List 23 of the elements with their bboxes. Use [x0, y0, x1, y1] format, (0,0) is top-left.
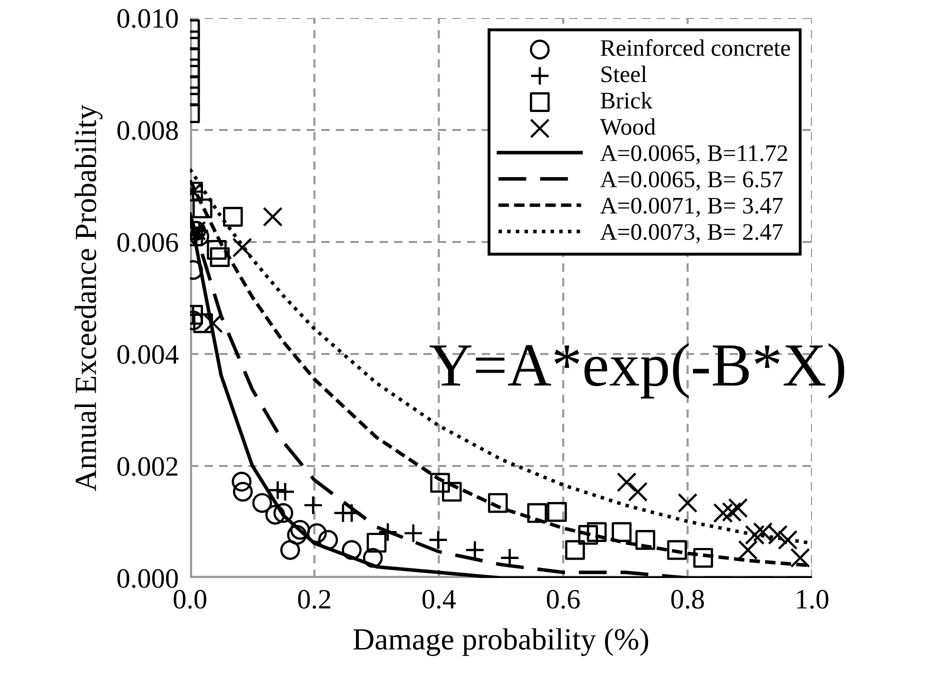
legend-label: Wood	[600, 118, 656, 135]
legend-label: Steel	[602, 66, 647, 82]
x-tick-label: 0.8	[671, 590, 704, 609]
x-tick-label: 0.0	[174, 590, 206, 609]
legend-label: A=0.0065, B= 6.57	[600, 171, 783, 191]
y-tick-label: 0.004	[117, 345, 178, 364]
legend-label: A=0.0073, B= 2.47	[600, 224, 783, 244]
y-tick-label: 0.006	[117, 233, 178, 252]
x-tick-label: 0.2	[298, 590, 330, 609]
x-tick-label: 1.0	[797, 590, 828, 609]
x-tick-label: 0.4	[422, 590, 456, 609]
legend-label: A=0.0071, B= 3.47	[600, 198, 783, 218]
y-axis-title: Annual Exceedance Probability	[74, 104, 102, 492]
y-tick-label: 0.008	[117, 121, 178, 140]
x-tick-label: 0.6	[546, 590, 580, 609]
y-tick-label: 0.010	[117, 9, 178, 28]
legend-label: Reinforced concrete	[600, 39, 790, 56]
annotation: Y=A*exp(-B*X)	[430, 343, 844, 399]
legend-label: Brick	[600, 92, 652, 109]
legend-label: A=0.0065, B=11.72	[600, 145, 788, 165]
y-tick-label: 0.002	[117, 457, 178, 476]
y-tick-label: 0.000	[117, 569, 178, 588]
x-axis-title: Damage probability (%)	[353, 628, 648, 656]
